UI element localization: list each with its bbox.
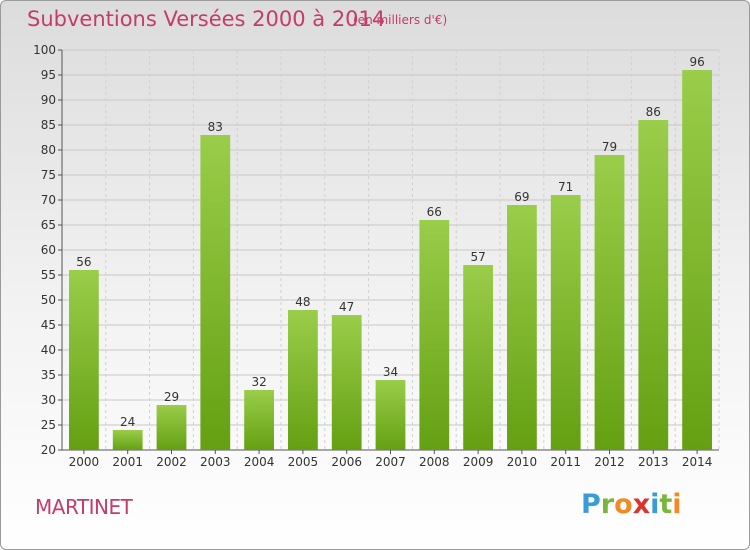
bar-value-label: 24: [120, 415, 135, 429]
bar: [594, 155, 625, 450]
labels: 20 25 30 35 40 45 50 55 60 65 70 75 80 85 90 95 100 56 200…: [33, 43, 712, 469]
logo-letter: i: [672, 489, 682, 520]
bar: [638, 120, 669, 450]
chart-unit: (en milliers d'€): [353, 13, 448, 27]
bar-value-label: 57: [470, 250, 485, 264]
y-tick-label: 25: [41, 418, 56, 432]
y-tick-label: 100: [33, 43, 56, 57]
bar: [463, 265, 493, 450]
y-tick-label: 60: [41, 243, 56, 257]
y-tick-label: 50: [41, 293, 56, 307]
bar-value-label: 79: [602, 140, 617, 154]
x-tick-label: 2012: [594, 455, 625, 469]
y-tick-label: 55: [41, 268, 56, 282]
y-tick-label: 95: [41, 68, 56, 82]
y-tick-label: 45: [41, 318, 56, 332]
bar: [419, 220, 450, 450]
bar: [375, 380, 406, 450]
bar-value-label: 96: [689, 55, 704, 69]
bar-value-label: 69: [514, 190, 529, 204]
x-tick-label: 2003: [200, 455, 231, 469]
bar: [550, 195, 581, 450]
y-tick-label: 90: [41, 93, 56, 107]
bar-value-label: 71: [558, 180, 573, 194]
y-tick-label: 30: [41, 393, 56, 407]
logo-letter: P: [581, 489, 601, 520]
bar-value-label: 48: [295, 295, 310, 309]
bar-value-label: 86: [646, 105, 661, 119]
logo-letter: i: [650, 489, 660, 520]
bar: [682, 70, 712, 450]
y-tick-label: 70: [41, 193, 56, 207]
bar: [69, 270, 99, 450]
logo-letter: o: [614, 489, 633, 520]
proxiti-logo: Proxiti: [581, 489, 682, 520]
bar-value-label: 34: [383, 365, 398, 379]
x-tick-label: 2014: [682, 455, 713, 469]
y-tick-label: 20: [41, 443, 56, 457]
x-tick-label: 2010: [507, 455, 538, 469]
y-tick-label: 80: [41, 143, 56, 157]
bar: [244, 390, 274, 450]
x-tick-label: 2005: [288, 455, 319, 469]
bar: [156, 405, 187, 450]
bar: [288, 310, 318, 450]
logo-letter: x: [632, 489, 651, 520]
x-tick-label: 2004: [244, 455, 275, 469]
bar-value-label: 47: [339, 300, 354, 314]
bar-value-label: 29: [164, 390, 179, 404]
logo-letter: t: [659, 489, 673, 520]
y-tick-label: 85: [41, 118, 56, 132]
x-tick-label: 2009: [463, 455, 494, 469]
x-tick-label: 2011: [550, 455, 581, 469]
chart-title: Subventions Versées 2000 à 2014: [27, 7, 386, 31]
bar: [507, 205, 537, 450]
bar-value-label: 66: [427, 205, 442, 219]
y-tick-label: 75: [41, 168, 56, 182]
bar: [331, 315, 362, 450]
bar-value-label: 56: [76, 255, 91, 269]
y-tick-label: 40: [41, 343, 56, 357]
bar-value-label: 32: [251, 375, 266, 389]
bars: [69, 70, 712, 450]
commune-name: MARTINET: [35, 495, 133, 519]
bar: [200, 135, 231, 450]
logo-letter: r: [600, 489, 615, 520]
x-tick-label: 2007: [375, 455, 406, 469]
x-tick-label: 2013: [638, 455, 669, 469]
x-tick-label: 2002: [156, 455, 187, 469]
x-tick-label: 2001: [112, 455, 143, 469]
y-tick-label: 65: [41, 218, 56, 232]
bar-value-label: 83: [208, 120, 223, 134]
bar: [112, 430, 143, 450]
x-tick-label: 2006: [331, 455, 362, 469]
x-tick-label: 2008: [419, 455, 450, 469]
y-tick-label: 35: [41, 368, 56, 382]
x-tick-label: 2000: [69, 455, 100, 469]
